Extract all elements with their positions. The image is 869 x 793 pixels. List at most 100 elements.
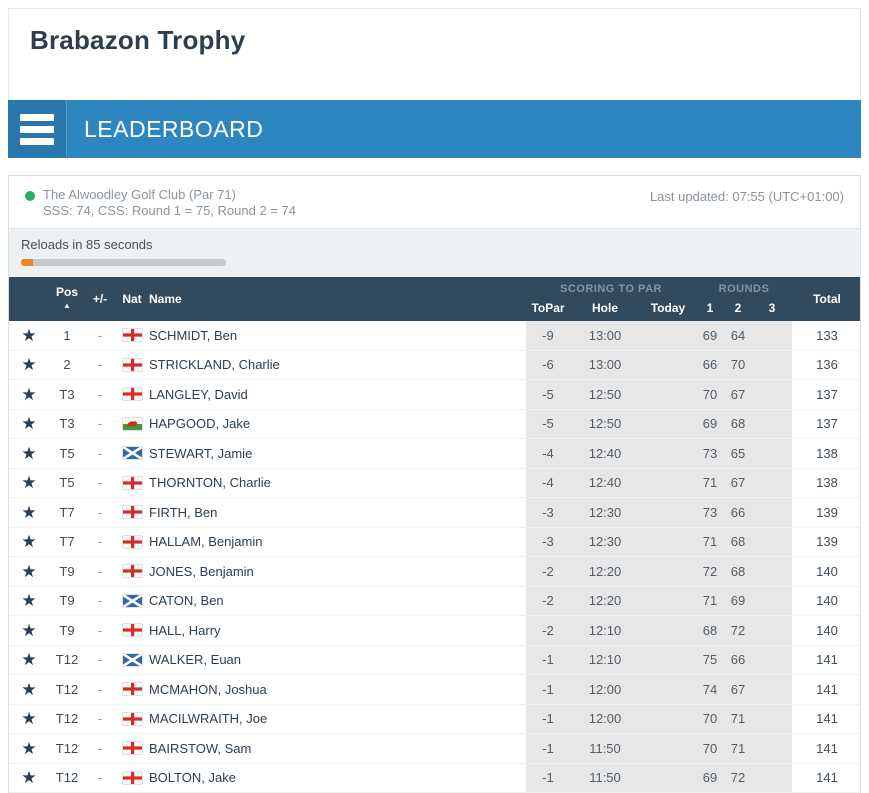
flag-england-icon (122, 771, 142, 784)
table-row[interactable]: ★ T5 - STEWART, Jamie -4 12:40 73 65 138 (9, 439, 860, 469)
player-name[interactable]: CATON, Ben (149, 593, 224, 609)
topar-value: -5 (542, 416, 554, 432)
table-row[interactable]: ★ T12 - WALKER, Euan -1 12:10 75 66 141 (9, 645, 860, 675)
position-change: - (97, 357, 103, 373)
hole-time: 12:00 (588, 711, 622, 727)
favorite-star-icon[interactable]: ★ (21, 443, 37, 463)
favorite-star-icon[interactable]: ★ (21, 738, 37, 758)
player-name[interactable]: HAPGOOD, Jake (149, 416, 251, 432)
hamburger-menu-button[interactable] (8, 100, 67, 158)
header-plus-minus[interactable]: +/- (92, 292, 108, 306)
hole-time: 12:40 (588, 475, 622, 491)
player-name[interactable]: HALLAM, Benjamin (149, 534, 263, 550)
player-name[interactable]: SCHMIDT, Ben (149, 327, 238, 343)
table-row[interactable]: ★ T9 - HALL, Harry -2 12:10 68 72 140 (9, 616, 860, 646)
player-name[interactable]: STEWART, Jamie (149, 445, 253, 461)
favorite-star-icon[interactable]: ★ (21, 502, 37, 522)
player-name[interactable]: FIRTH, Ben (149, 504, 218, 520)
position-change: - (97, 327, 103, 343)
player-name[interactable]: WALKER, Euan (149, 652, 242, 668)
hole-time: 12:00 (588, 681, 622, 697)
table-row[interactable]: ★ T12 - MCMAHON, Joshua -1 12:00 74 67 1… (9, 675, 860, 705)
player-name[interactable]: THORNTON, Charlie (149, 475, 271, 491)
hole-time: 13:00 (588, 357, 622, 373)
hole-time: 12:20 (588, 563, 622, 579)
page-title: Brabazon Trophy (30, 25, 246, 55)
hole-time: 12:10 (588, 652, 622, 668)
player-name[interactable]: MACILWRAITH, Joe (149, 711, 268, 727)
topar-value: -2 (542, 593, 554, 609)
round1-score: 66 (702, 357, 718, 373)
favorite-star-icon[interactable]: ★ (21, 473, 37, 493)
favorite-star-icon[interactable]: ★ (21, 650, 37, 670)
player-name[interactable]: MCMAHON, Joshua (149, 681, 267, 697)
hole-time: 12:50 (588, 416, 622, 432)
topar-value: -4 (542, 475, 554, 491)
reload-countdown: Reloads in 85 seconds (21, 237, 153, 252)
header-total[interactable]: Total (813, 292, 841, 306)
favorite-star-icon[interactable]: ★ (21, 620, 37, 640)
player-name[interactable]: JONES, Benjamin (149, 563, 254, 579)
favorite-star-icon[interactable]: ★ (21, 414, 37, 434)
topar-value: -1 (542, 652, 554, 668)
total-score: 138 (816, 445, 838, 461)
favorite-star-icon[interactable]: ★ (21, 532, 37, 552)
position-change: - (97, 475, 103, 491)
table-row[interactable]: ★ T7 - HALLAM, Benjamin -3 12:30 71 68 1… (9, 527, 860, 557)
scoring-to-par-label: SCORING TO PAR (560, 283, 662, 295)
player-name[interactable]: BOLTON, Jake (149, 770, 236, 786)
total-score: 140 (816, 622, 838, 638)
round1-score: 71 (702, 593, 718, 609)
flag-england-icon (122, 476, 142, 489)
header-hole[interactable]: Hole (591, 301, 618, 315)
table-row[interactable]: ★ 1 - SCHMIDT, Ben -9 13:00 69 64 133 (9, 321, 860, 351)
round1-score: 70 (702, 711, 718, 727)
hole-time: 12:40 (588, 445, 622, 461)
table-row[interactable]: ★ T9 - CATON, Ben -2 12:20 71 69 140 (9, 586, 860, 616)
player-name[interactable]: LANGLEY, David (149, 386, 248, 402)
header-name[interactable]: Name (149, 292, 182, 306)
round1-score: 70 (702, 386, 718, 402)
table-row[interactable]: ★ T3 - HAPGOOD, Jake -5 12:50 69 68 137 (9, 409, 860, 439)
table-row[interactable]: ★ T12 - MACILWRAITH, Joe -1 12:00 70 71 … (9, 704, 860, 734)
header-nat[interactable]: Nat (122, 292, 142, 306)
position-change: - (97, 534, 103, 550)
position-value: T12 (55, 652, 79, 668)
position-change: - (97, 445, 103, 461)
player-name[interactable]: BAIRSTOW, Sam (149, 740, 252, 756)
table-row[interactable]: ★ 2 - STRICKLAND, Charlie -6 13:00 66 70… (9, 350, 860, 380)
header-round-1[interactable]: 1 (706, 301, 714, 315)
table-row[interactable]: ★ T9 - JONES, Benjamin -2 12:20 72 68 14… (9, 557, 860, 587)
table-row[interactable]: ★ T7 - FIRTH, Ben -3 12:30 73 66 139 (9, 498, 860, 528)
rounds-label: ROUNDS (718, 283, 770, 295)
player-name[interactable]: HALL, Harry (149, 622, 221, 638)
favorite-star-icon[interactable]: ★ (21, 561, 37, 581)
favorite-star-icon[interactable]: ★ (21, 355, 37, 375)
header-round-3[interactable]: 3 (768, 301, 776, 315)
header-pos[interactable]: Pos ▲ (55, 285, 78, 310)
favorite-star-icon[interactable]: ★ (21, 591, 37, 611)
round2-score: 66 (730, 652, 746, 668)
player-name[interactable]: STRICKLAND, Charlie (149, 357, 280, 373)
flag-england-icon (122, 358, 142, 371)
round2-score: 69 (730, 593, 746, 609)
header-topar[interactable]: ToPar (531, 301, 565, 315)
table-row[interactable]: ★ T5 - THORNTON, Charlie -4 12:40 71 67 … (9, 468, 860, 498)
hamburger-icon (20, 113, 54, 121)
favorite-star-icon[interactable]: ★ (21, 384, 37, 404)
favorite-star-icon[interactable]: ★ (21, 679, 37, 699)
topar-value: -1 (542, 711, 554, 727)
position-value: T3 (59, 416, 75, 432)
favorite-star-icon[interactable]: ★ (21, 709, 37, 729)
position-value: 2 (63, 357, 71, 373)
header-round-2[interactable]: 2 (734, 301, 742, 315)
favorite-star-icon[interactable]: ★ (21, 768, 37, 788)
table-row[interactable]: ★ T12 - BAIRSTOW, Sam -1 11:50 70 71 141 (9, 734, 860, 764)
sort-ascending-icon: ▲ (63, 301, 71, 310)
round2-score: 70 (730, 357, 746, 373)
table-row[interactable]: ★ T12 - BOLTON, Jake -1 11:50 69 72 141 (9, 763, 860, 793)
favorite-star-icon[interactable]: ★ (21, 325, 37, 345)
header-today[interactable]: Today (650, 301, 686, 315)
table-row[interactable]: ★ T3 - LANGLEY, David -5 12:50 70 67 137 (9, 380, 860, 410)
header-card: Brabazon Trophy LEADERBOARD (8, 8, 861, 158)
